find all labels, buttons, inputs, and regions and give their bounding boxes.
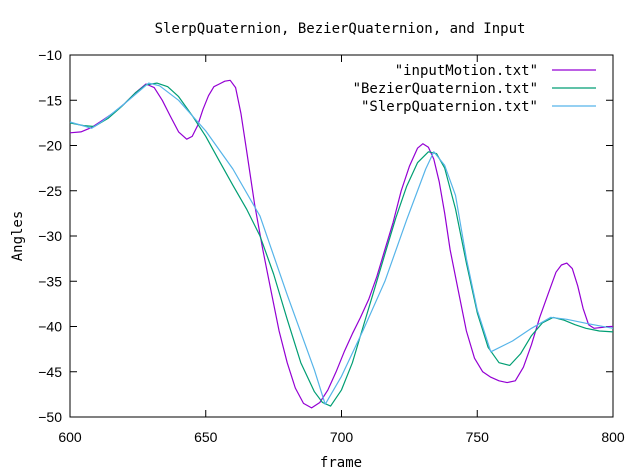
series-line-1	[69, 79, 613, 409]
y-axis-label: Angles	[10, 211, 26, 262]
legend-label-1: "inputMotion.txt"	[395, 63, 538, 79]
x-axis-label: frame	[320, 455, 362, 471]
x-tick-label: 700	[330, 429, 354, 445]
x-axis: 600 650 700 750 800	[58, 55, 625, 445]
chart-title: SlerpQuaternion, BezierQuaternion, and I…	[155, 21, 526, 37]
y-tick-label: −30	[38, 228, 62, 244]
y-tick-label: −20	[38, 138, 62, 154]
legend-label-2: "BezierQuaternion.txt"	[353, 81, 538, 97]
y-tick-label: −35	[38, 273, 62, 289]
y-tick-label: −15	[38, 92, 62, 108]
series-line-2	[69, 82, 614, 407]
legend: "inputMotion.txt" "BezierQuaternion.txt" "…	[353, 63, 596, 115]
series-line-3	[69, 82, 614, 405]
y-tick-label: −45	[38, 364, 62, 380]
x-tick-label: 600	[58, 429, 82, 445]
series-group	[69, 79, 614, 409]
y-tick-label: −40	[38, 319, 62, 335]
y-axis: −50 −45 −40 −35 −30 −25 −20 −15 −10	[38, 47, 613, 425]
x-tick-label: 750	[466, 429, 490, 445]
y-tick-label: −25	[38, 183, 62, 199]
y-tick-label: −50	[38, 409, 62, 425]
legend-label-3: "SlerpQuaternion.txt"	[361, 99, 538, 115]
x-tick-label: 650	[194, 429, 218, 445]
y-tick-label: −10	[38, 47, 62, 63]
x-tick-label: 800	[601, 429, 625, 445]
